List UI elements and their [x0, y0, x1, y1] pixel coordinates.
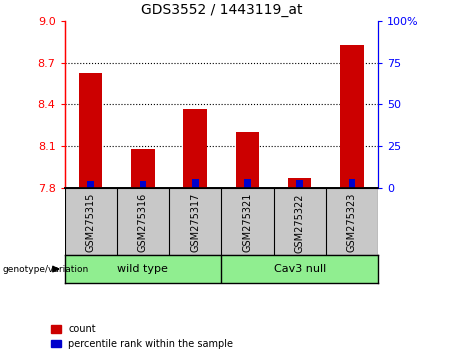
Bar [140, 181, 146, 188]
Legend: count, percentile rank within the sample: count, percentile rank within the sample [51, 324, 233, 349]
Text: GSM275315: GSM275315 [86, 193, 96, 252]
Bar [244, 179, 251, 188]
Bar [236, 132, 259, 188]
Text: GSM275321: GSM275321 [242, 193, 253, 252]
Bar [340, 45, 364, 188]
Bar [288, 178, 311, 188]
Text: GSM275323: GSM275323 [347, 193, 357, 252]
Bar [79, 73, 102, 188]
Bar [296, 180, 303, 188]
Bar [349, 179, 355, 188]
Text: GSM275316: GSM275316 [138, 193, 148, 252]
Bar [192, 179, 199, 188]
Bar [87, 181, 94, 188]
Text: Cav3 null: Cav3 null [273, 264, 326, 274]
Text: GSM275322: GSM275322 [295, 193, 305, 252]
Bar [131, 149, 155, 188]
Text: GSM275317: GSM275317 [190, 193, 200, 252]
Bar [183, 109, 207, 188]
Text: wild type: wild type [118, 264, 168, 274]
Title: GDS3552 / 1443119_at: GDS3552 / 1443119_at [141, 4, 302, 17]
Text: genotype/variation: genotype/variation [2, 264, 89, 274]
